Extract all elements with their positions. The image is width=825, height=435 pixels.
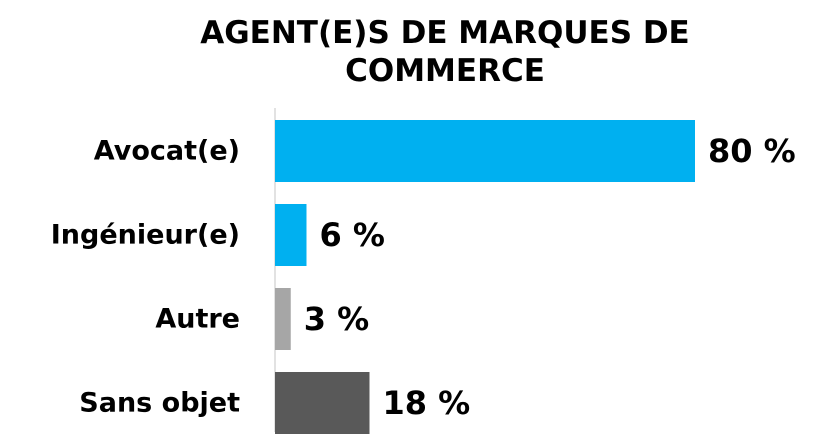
value-label: 6 % <box>320 216 385 254</box>
category-label: Autre <box>155 304 240 335</box>
category-label: Avocat(e) <box>94 136 240 167</box>
value-label: 3 % <box>304 300 369 338</box>
bar <box>275 120 695 182</box>
category-label: Sans objet <box>79 388 240 419</box>
chart-title: AGENT(E)S DE MARQUES DE COMMERCE <box>200 15 690 89</box>
bar <box>275 288 291 350</box>
value-label: 80 % <box>708 132 796 170</box>
category-label: Ingénieur(e) <box>51 220 240 251</box>
value-label: 18 % <box>383 384 471 422</box>
bar <box>275 372 370 434</box>
bar <box>275 204 307 266</box>
